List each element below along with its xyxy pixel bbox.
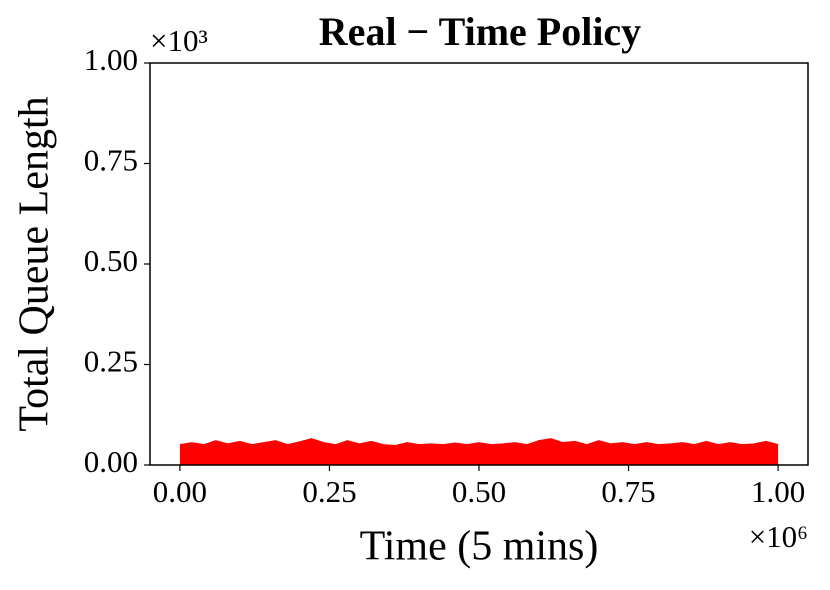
x-tick-label: 0.50 (452, 474, 506, 509)
y-tick-label: 0.75 (84, 143, 138, 178)
plot-frame (149, 62, 809, 466)
y-offset-label: ×10³ (150, 23, 208, 58)
chart-title: Real − Time Policy (319, 9, 641, 54)
x-tick-label: 0.25 (302, 474, 356, 509)
x-offset-label: ×10⁶ (749, 519, 808, 554)
line (179, 438, 779, 447)
x-axis-label: Time (5 mins) (360, 524, 599, 570)
area-fill (179, 438, 779, 465)
x-tick-label: 1.00 (751, 474, 805, 509)
y-tick-label: 0.25 (84, 344, 138, 379)
x-tick-label: 0.00 (153, 474, 207, 509)
x-tick-label: 0.75 (601, 474, 655, 509)
y-axis-label: Total Queue Length (12, 96, 58, 431)
y-tick-label: 0.50 (84, 243, 138, 278)
y-tick-label: 0.00 (84, 444, 138, 479)
y-tick-label: 1.00 (84, 42, 138, 77)
